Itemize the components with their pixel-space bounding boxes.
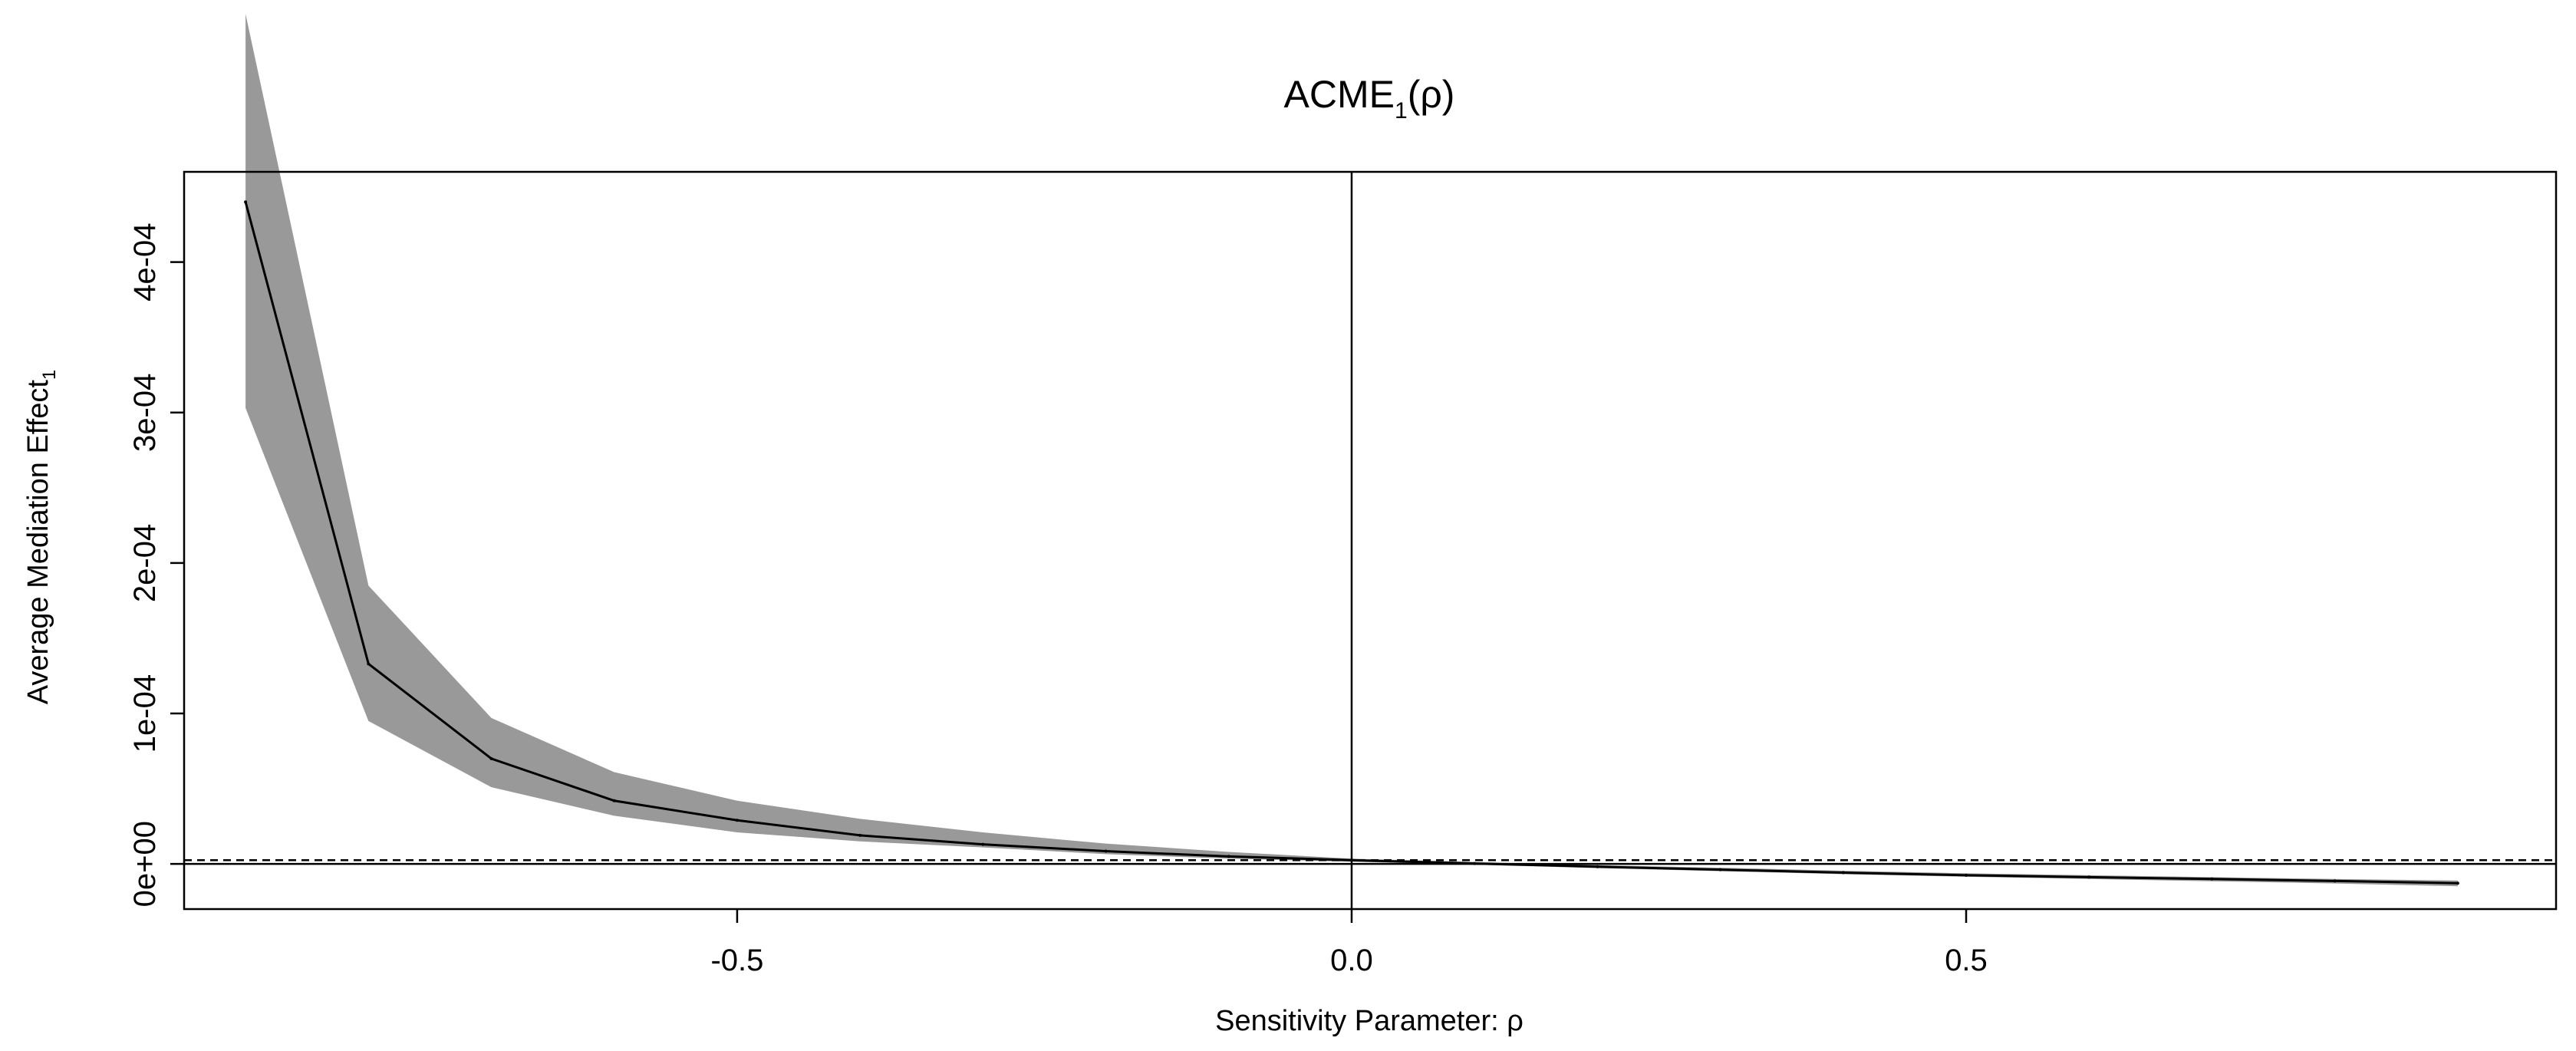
y-axis-label: Average Mediation Effect1 (22, 370, 60, 705)
y-axis-label-main: Average Mediation Effect (22, 380, 54, 705)
plot-frame (183, 170, 2558, 911)
data-point (1596, 865, 1599, 868)
y-tick-label: 0e+00 (128, 821, 162, 907)
data-point (367, 662, 371, 666)
data-point (858, 833, 862, 837)
data-point (1841, 871, 1845, 875)
data-point (1718, 868, 1722, 871)
data-point (1104, 849, 1108, 853)
y-tick-label: 1e-04 (128, 674, 162, 753)
data-point (1473, 862, 1477, 865)
x-axis-label: Sensitivity Parameter: ρ (1215, 1005, 1524, 1037)
y-tick-label: 3e-04 (128, 374, 162, 452)
data-point (981, 842, 985, 846)
y-axis-label-subscript: 1 (39, 370, 60, 380)
axes: -0.5 0.0 0.5 0e+00 1e-04 2e-04 3e-04 4e-04 (128, 170, 2558, 977)
x-tick-label: -0.5 (710, 944, 763, 977)
chart-title-subscript: 1 (1395, 98, 1408, 124)
plot-area (184, 14, 2556, 909)
data-point (1349, 858, 1353, 862)
chart-title-main: ACME (1284, 73, 1395, 116)
data-point (489, 756, 493, 760)
data-point (2210, 877, 2214, 881)
chart-title-suffix: (ρ) (1408, 73, 1455, 116)
x-tick-label: 0.0 (1330, 944, 1373, 977)
y-tick-label: 4e-04 (128, 223, 162, 301)
data-point (1965, 873, 1968, 877)
chart-title: ACME1(ρ) (1284, 73, 1455, 124)
x-tick-label: 0.5 (1945, 944, 1988, 977)
data-point (1227, 855, 1230, 858)
data-point (2087, 875, 2091, 879)
y-tick-label: 2e-04 (128, 524, 162, 602)
data-point (2333, 879, 2337, 883)
data-point (735, 819, 739, 822)
data-point (612, 799, 616, 802)
data-point (2456, 881, 2459, 885)
data-point (244, 200, 248, 204)
